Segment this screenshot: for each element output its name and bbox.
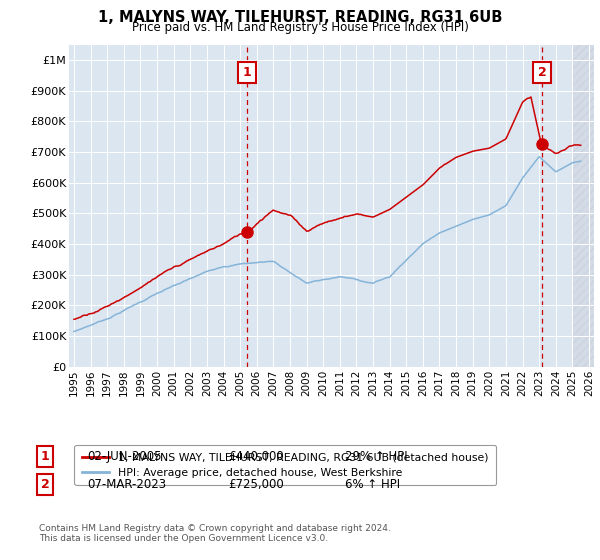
Text: 2: 2	[538, 66, 547, 79]
Bar	[572, 45, 594, 367]
Text: 07-MAR-2023: 07-MAR-2023	[87, 478, 166, 491]
Text: 02-JUN-2005: 02-JUN-2005	[87, 450, 161, 463]
Text: 29% ↑ HPI: 29% ↑ HPI	[345, 450, 407, 463]
Text: £440,000: £440,000	[228, 450, 284, 463]
Text: Price paid vs. HM Land Registry's House Price Index (HPI): Price paid vs. HM Land Registry's House …	[131, 21, 469, 34]
Text: Contains HM Land Registry data © Crown copyright and database right 2024.
This d: Contains HM Land Registry data © Crown c…	[39, 524, 391, 543]
Text: 2: 2	[41, 478, 49, 491]
Text: 1: 1	[41, 450, 49, 463]
Text: 1, MALYNS WAY, TILEHURST, READING, RG31 6UB: 1, MALYNS WAY, TILEHURST, READING, RG31 …	[98, 10, 502, 25]
Text: £725,000: £725,000	[228, 478, 284, 491]
Text: 6% ↑ HPI: 6% ↑ HPI	[345, 478, 400, 491]
Text: 1: 1	[243, 66, 251, 79]
Legend: 1, MALYNS WAY, TILEHURST, READING, RG31 6UB (detached house), HPI: Average price: 1, MALYNS WAY, TILEHURST, READING, RG31 …	[74, 445, 496, 486]
